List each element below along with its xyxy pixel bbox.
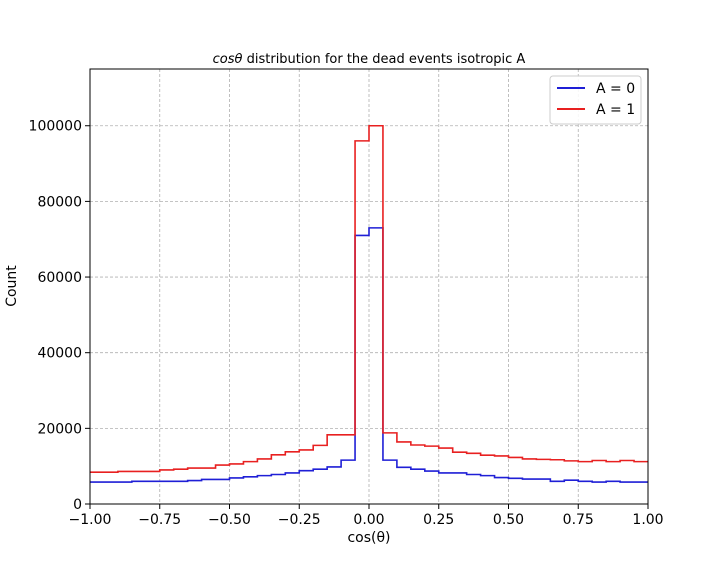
- chart-title: cosθ distribution for the dead events is…: [213, 52, 526, 67]
- y-ticks: 0 20000 40000 60000 80000 100000: [29, 119, 90, 513]
- series-line-a1: [90, 124, 648, 474]
- legend-label-a0: A = 0: [596, 81, 635, 97]
- x-tick-label: −1.00: [69, 512, 112, 528]
- x-tick-label: 0.75: [563, 512, 594, 528]
- chart-title-italic: cosθ: [213, 52, 243, 67]
- x-axis-label: cos(θ): [347, 530, 390, 546]
- y-tick-label: 60000: [37, 270, 82, 286]
- x-tick-label: 0.50: [493, 512, 524, 528]
- x-tick-label: −0.25: [278, 512, 321, 528]
- x-tick-label: −0.75: [138, 512, 181, 528]
- x-tick-label: 0.25: [423, 512, 454, 528]
- y-tick-label: 40000: [37, 346, 82, 362]
- x-ticks: −1.00 −0.75 −0.50 −0.25 0.00 0.25 0.50 0.75 1.00: [69, 504, 664, 528]
- chart-title-rest: distribution for the dead events isotrop…: [242, 52, 525, 67]
- x-tick-label: 0.00: [353, 512, 384, 528]
- y-tick-label: 80000: [37, 194, 82, 210]
- y-tick-label: 100000: [29, 119, 82, 135]
- y-tick-label: 0: [73, 497, 82, 513]
- series-layer: [90, 124, 648, 483]
- legend: A = 0 A = 1: [549, 75, 642, 125]
- x-tick-label: 1.00: [632, 512, 663, 528]
- y-axis-label: Count: [4, 265, 20, 307]
- legend-label-a1: A = 1: [596, 102, 635, 118]
- grid: [89, 69, 649, 505]
- y-tick-label: 20000: [37, 421, 82, 437]
- x-tick-label: −0.50: [208, 512, 251, 528]
